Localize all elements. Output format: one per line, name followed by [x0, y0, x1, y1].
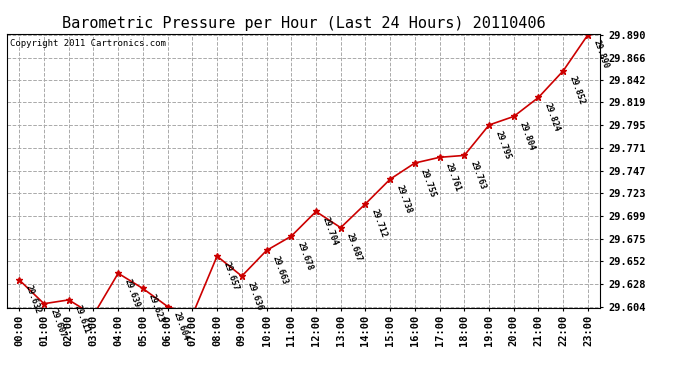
Title: Barometric Pressure per Hour (Last 24 Hours) 20110406: Barometric Pressure per Hour (Last 24 Ho… — [62, 16, 545, 31]
Text: 29.632: 29.632 — [23, 284, 42, 315]
Text: 29.704: 29.704 — [320, 216, 339, 247]
Text: 29.595: 29.595 — [0, 374, 1, 375]
Text: 29.804: 29.804 — [518, 121, 537, 152]
Text: 29.595: 29.595 — [0, 374, 1, 375]
Text: 29.712: 29.712 — [370, 208, 388, 239]
Text: 29.890: 29.890 — [592, 39, 611, 70]
Text: 29.738: 29.738 — [394, 183, 413, 214]
Text: 29.639: 29.639 — [122, 278, 141, 309]
Text: 29.657: 29.657 — [221, 260, 240, 292]
Text: 29.761: 29.761 — [444, 162, 462, 193]
Text: 29.795: 29.795 — [493, 129, 512, 160]
Text: 29.852: 29.852 — [567, 75, 586, 106]
Text: 29.678: 29.678 — [295, 240, 314, 272]
Text: 29.636: 29.636 — [246, 280, 265, 312]
Text: 29.755: 29.755 — [419, 167, 437, 198]
Text: Copyright 2011 Cartronics.com: Copyright 2011 Cartronics.com — [10, 39, 166, 48]
Text: 29.607: 29.607 — [48, 308, 67, 339]
Text: 29.663: 29.663 — [270, 255, 289, 286]
Text: 29.824: 29.824 — [542, 102, 562, 133]
Text: 29.611: 29.611 — [73, 304, 92, 335]
Text: 29.687: 29.687 — [345, 232, 364, 263]
Text: 29.623: 29.623 — [147, 292, 166, 324]
Text: 29.763: 29.763 — [469, 160, 487, 191]
Text: 29.604: 29.604 — [172, 311, 190, 342]
